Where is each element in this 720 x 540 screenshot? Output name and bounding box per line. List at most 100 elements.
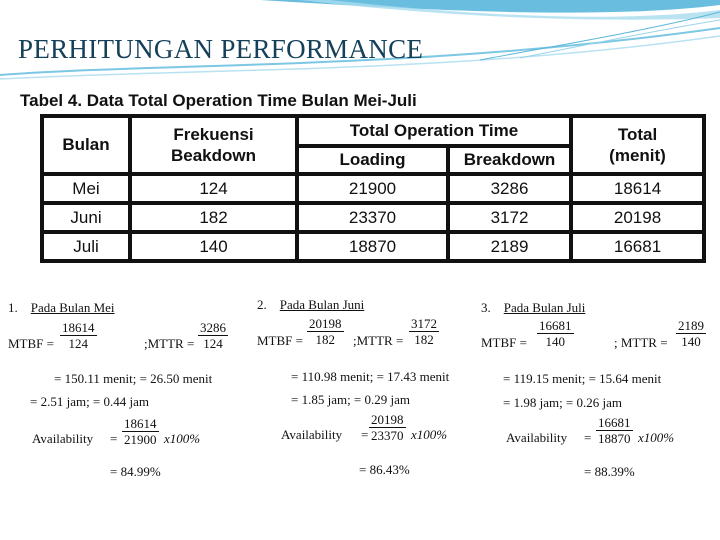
cell-bulan: Mei (40, 172, 132, 205)
mttr-denominator: 182 (414, 332, 434, 347)
cell-loading: 18870 (295, 230, 450, 263)
calc-number: 2. (257, 297, 267, 312)
availability-denominator: 23370 (371, 428, 404, 443)
minutes-result: = 119.15 menit; = 15.64 menit (503, 371, 662, 386)
calculation-mei: 1. Pada Bulan Mei MTBF = 18614 124 ;MTTR… (8, 296, 253, 486)
header-total-operation-time: Total Operation Time (294, 114, 574, 148)
table-row: Juni 182 23370 3172 20198 (40, 201, 707, 234)
availability-denominator: 18870 (598, 431, 631, 446)
availability-label: Availability (506, 430, 568, 445)
cell-breakdown: 2189 (445, 230, 574, 263)
cell-total: 20198 (569, 201, 707, 234)
availability-result: = 86.43% (359, 462, 410, 477)
calculation-juli: 3. Pada Bulan Juli MTBF = 16681 140 ; MT… (481, 296, 709, 486)
times-100-percent: x100% (164, 431, 201, 446)
header-loading: Loading (295, 144, 450, 176)
hours-result: = 2.51 jam; = 0.44 jam (30, 394, 150, 409)
mtbf-label: MTBF = (8, 336, 54, 351)
cell-frekuensi: 124 (128, 172, 299, 205)
availability-denominator: 21900 (124, 432, 157, 447)
mtbf-numerator: 18614 (62, 320, 95, 335)
cell-total: 18614 (569, 172, 707, 205)
table-row: Mei 124 21900 3286 18614 (40, 172, 707, 205)
availability-equals: = (110, 431, 118, 446)
calc-heading-label: Pada Bulan Juli (503, 300, 586, 315)
fraction-bar (537, 333, 574, 334)
availability-label: Availability (281, 427, 343, 442)
availability-result: = 84.99% (110, 464, 161, 479)
availability-fraction: 20198 23370 (369, 412, 406, 443)
mttr-denominator: 124 (203, 336, 223, 351)
calc-heading: 2. Pada Bulan Juni (257, 297, 364, 313)
mtbf-fraction: 16681 140 (537, 318, 574, 349)
calc-number: 1. (8, 300, 18, 315)
mtbf-numerator: 20198 (309, 316, 342, 331)
header-frekuensi-line2: Beakdown (170, 146, 257, 165)
mttr-fraction: 3286 124 (198, 320, 228, 351)
operation-time-table: Bulan Frekuensi Beakdown Total Operation… (40, 114, 707, 263)
availability-fraction: 16681 18870 (596, 415, 633, 446)
cell-breakdown: 3172 (445, 201, 574, 234)
minutes-result: = 150.11 menit; = 26.50 menit (54, 371, 213, 386)
mtbf-label: MTBF = (257, 333, 303, 348)
mtbf-fraction: 18614 124 (60, 320, 97, 351)
availability-label: Availability (32, 431, 94, 446)
mtbf-denominator: 140 (545, 334, 566, 349)
cell-frekuensi: 182 (128, 201, 299, 234)
calculation-juni: 2. Pada Bulan Juni MTBF = 20198 182 ;MTT… (257, 296, 477, 486)
mtbf-denominator: 182 (315, 332, 336, 347)
availability-result: = 88.39% (584, 464, 635, 479)
fraction-bar (307, 331, 344, 332)
cell-bulan: Juni (40, 201, 132, 234)
header-total-line1: Total (617, 125, 658, 144)
table-row: Juli 140 18870 2189 16681 (40, 230, 707, 263)
header-swoosh-decoration (0, 0, 720, 80)
fraction-bar (596, 430, 633, 431)
cell-loading: 23370 (295, 201, 450, 234)
cell-breakdown: 3286 (445, 172, 574, 205)
mtbf-numerator: 16681 (539, 318, 572, 333)
mtbf-fraction: 20198 182 (307, 316, 344, 347)
cell-loading: 21900 (295, 172, 450, 205)
header-frekuensi-line1: Frekuensi (173, 125, 254, 144)
header-bulan: Bulan (40, 114, 132, 176)
slide-title: PERHITUNGAN PERFORMANCE (18, 34, 424, 64)
header-total-menit: Total (menit) (569, 114, 707, 176)
mttr-label: ;MTTR = (144, 336, 195, 351)
mttr-fraction: 2189 140 (676, 318, 706, 349)
fraction-bar (676, 333, 706, 334)
availability-equals: = (584, 430, 592, 445)
fraction-bar (198, 335, 228, 336)
mttr-fraction: 3172 182 (409, 316, 439, 347)
calc-heading: 3. Pada Bulan Juli (481, 300, 585, 316)
calc-number: 3. (481, 300, 491, 315)
calc-heading-label: Pada Bulan Mei (30, 300, 115, 315)
mtbf-label: MTBF = (481, 335, 527, 350)
header-frekuensi-breakdown: Frekuensi Beakdown (128, 114, 299, 176)
minutes-result: = 110.98 menit; = 17.43 menit (291, 369, 450, 384)
content-image: Tabel 4. Data Total Operation Time Bulan… (5, 88, 710, 486)
header-breakdown: Breakdown (445, 144, 574, 176)
mttr-numerator: 2189 (678, 318, 704, 333)
fraction-bar (60, 335, 97, 336)
availability-fraction: 18614 21900 (122, 416, 159, 447)
availability-numerator: 16681 (598, 415, 631, 430)
availability-numerator: 20198 (371, 412, 404, 427)
calc-heading: 1. Pada Bulan Mei (8, 300, 115, 316)
cell-frekuensi: 140 (128, 230, 299, 263)
cell-bulan: Juli (40, 230, 132, 263)
hours-result: = 1.85 jam; = 0.29 jam (291, 392, 411, 407)
mttr-label: ; MTTR = (614, 335, 668, 350)
fraction-bar (369, 427, 406, 428)
header-total-line2: (menit) (609, 146, 666, 165)
times-100-percent: x100% (411, 427, 448, 442)
fraction-bar (122, 431, 159, 432)
mttr-denominator: 140 (681, 334, 701, 349)
hours-result: = 1.98 jam; = 0.26 jam (503, 395, 623, 410)
mttr-numerator: 3172 (411, 316, 437, 331)
times-100-percent: x100% (638, 430, 675, 445)
availability-numerator: 18614 (124, 416, 157, 431)
fraction-bar (409, 331, 439, 332)
calc-heading-label: Pada Bulan Juni (279, 297, 365, 312)
mtbf-denominator: 124 (68, 336, 89, 351)
